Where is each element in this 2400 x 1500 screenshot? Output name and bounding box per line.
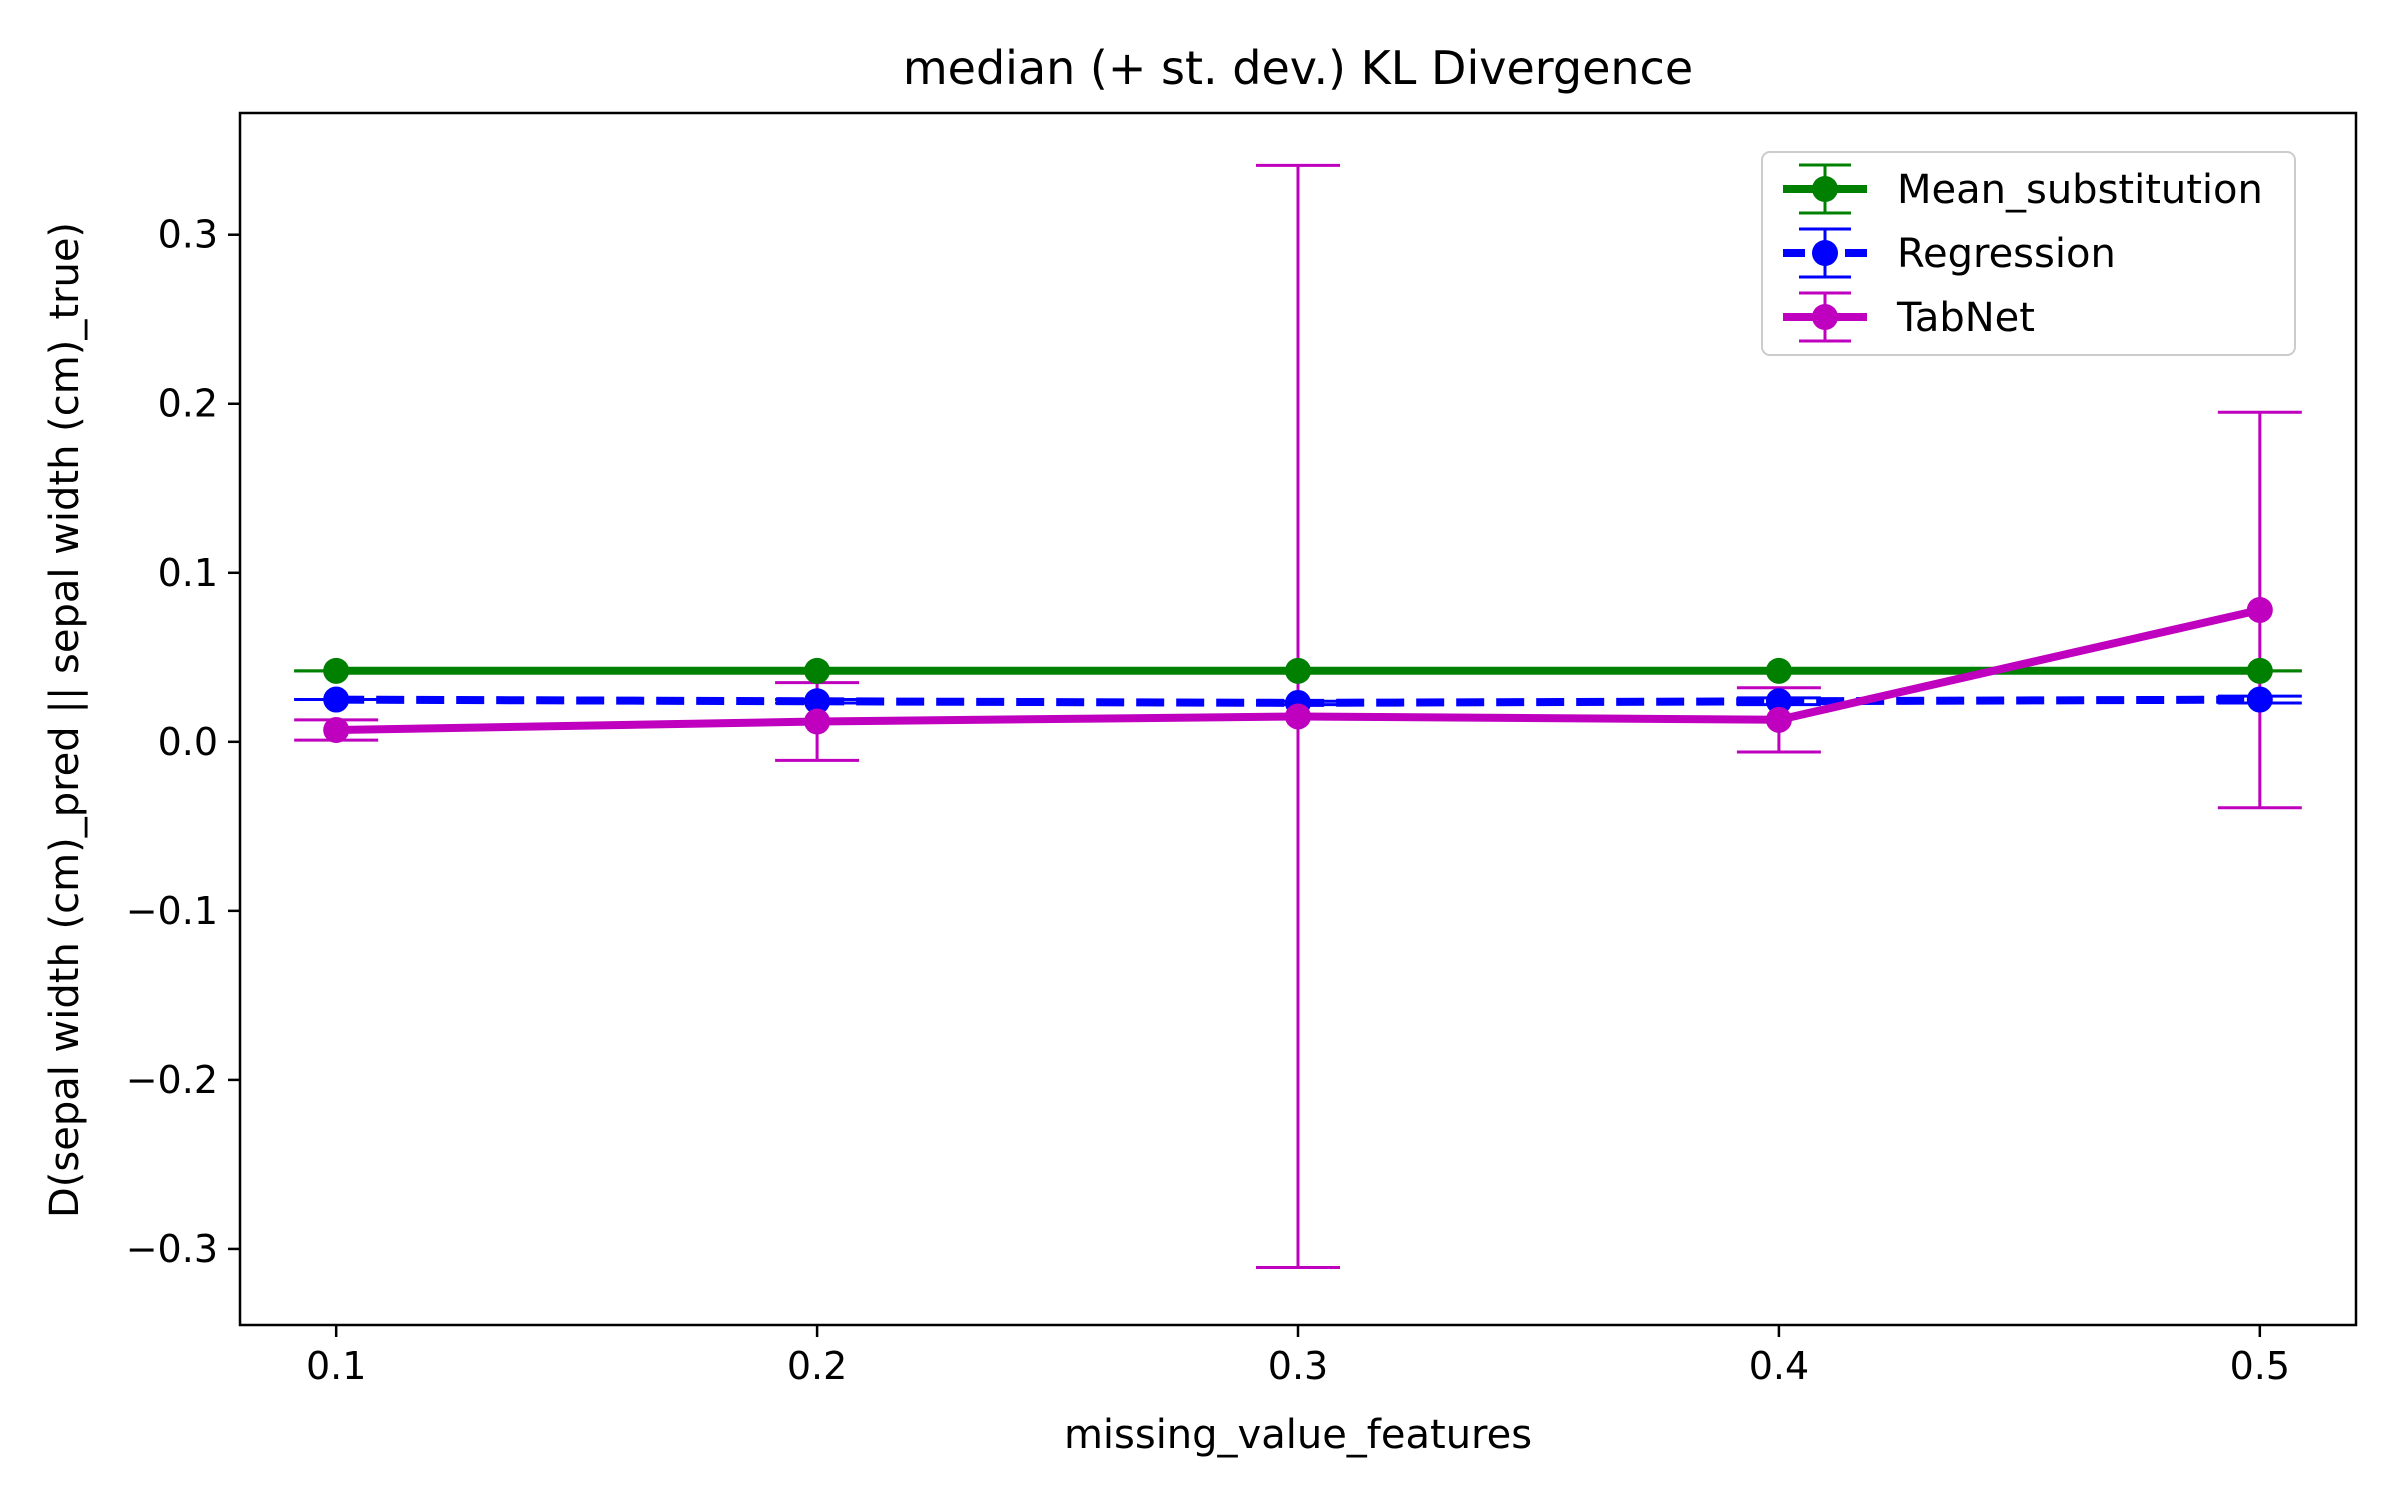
y-tick-label: 0.2: [158, 382, 218, 426]
legend-tabnet-label: TabNet: [1896, 295, 2035, 341]
tabnet-point: [323, 716, 350, 743]
chart-title: median (+ st. dev.) KL Divergence: [903, 41, 1693, 95]
y-tick-label: −0.3: [126, 1227, 218, 1271]
y-tick-label: 0.1: [158, 551, 218, 595]
x-axis: 0.1 0.2 0.3 0.4 0.5: [306, 1325, 2290, 1388]
mean-substitution-point: [1765, 657, 1792, 684]
legend-box: [1761, 151, 2296, 356]
regression-point: [2246, 686, 2273, 713]
x-tick-label: 0.1: [306, 1344, 366, 1388]
x-axis-title: missing_value_features: [1064, 1412, 1532, 1458]
tabnet-point: [2246, 596, 2273, 623]
mean-substitution-point: [804, 657, 831, 684]
tabnet-point: [1765, 706, 1792, 733]
mean-substitution-point: [2246, 657, 2273, 684]
mean-substitution-point: [323, 657, 350, 684]
data-points: [323, 596, 2273, 743]
x-tick-label: 0.5: [2230, 1344, 2290, 1388]
x-tick-label: 0.2: [787, 1344, 847, 1388]
tabnet-point: [1285, 703, 1311, 730]
legend-regression-label: Regression: [1897, 231, 2116, 277]
legend-tabnet-marker: [1812, 304, 1838, 330]
mean-substitution-point: [1285, 657, 1311, 684]
regression-point: [1765, 688, 1792, 715]
legend-regression-marker: [1812, 240, 1838, 266]
legend: Mean_substitution Regression TabNet: [1761, 151, 2296, 356]
regression-point: [804, 688, 831, 715]
tabnet-point: [804, 708, 831, 735]
y-tick-label: −0.2: [126, 1058, 218, 1102]
legend-mean-substitution-marker: [1812, 176, 1838, 202]
x-tick-label: 0.4: [1749, 1344, 1809, 1388]
y-tick-label: 0.3: [158, 213, 218, 257]
regression-point: [323, 686, 350, 713]
y-tick-label: 0.0: [158, 720, 218, 764]
y-axis: −0.3 −0.2 −0.1 0.0 0.1 0.2 0.3: [126, 213, 240, 1271]
y-tick-label: −0.1: [126, 889, 218, 933]
legend-mean-substitution-label: Mean_substitution: [1897, 167, 2263, 213]
x-tick-label: 0.3: [1268, 1344, 1328, 1388]
y-axis-title: D(sepal width (cm)_pred || sepal width (…: [42, 222, 88, 1218]
